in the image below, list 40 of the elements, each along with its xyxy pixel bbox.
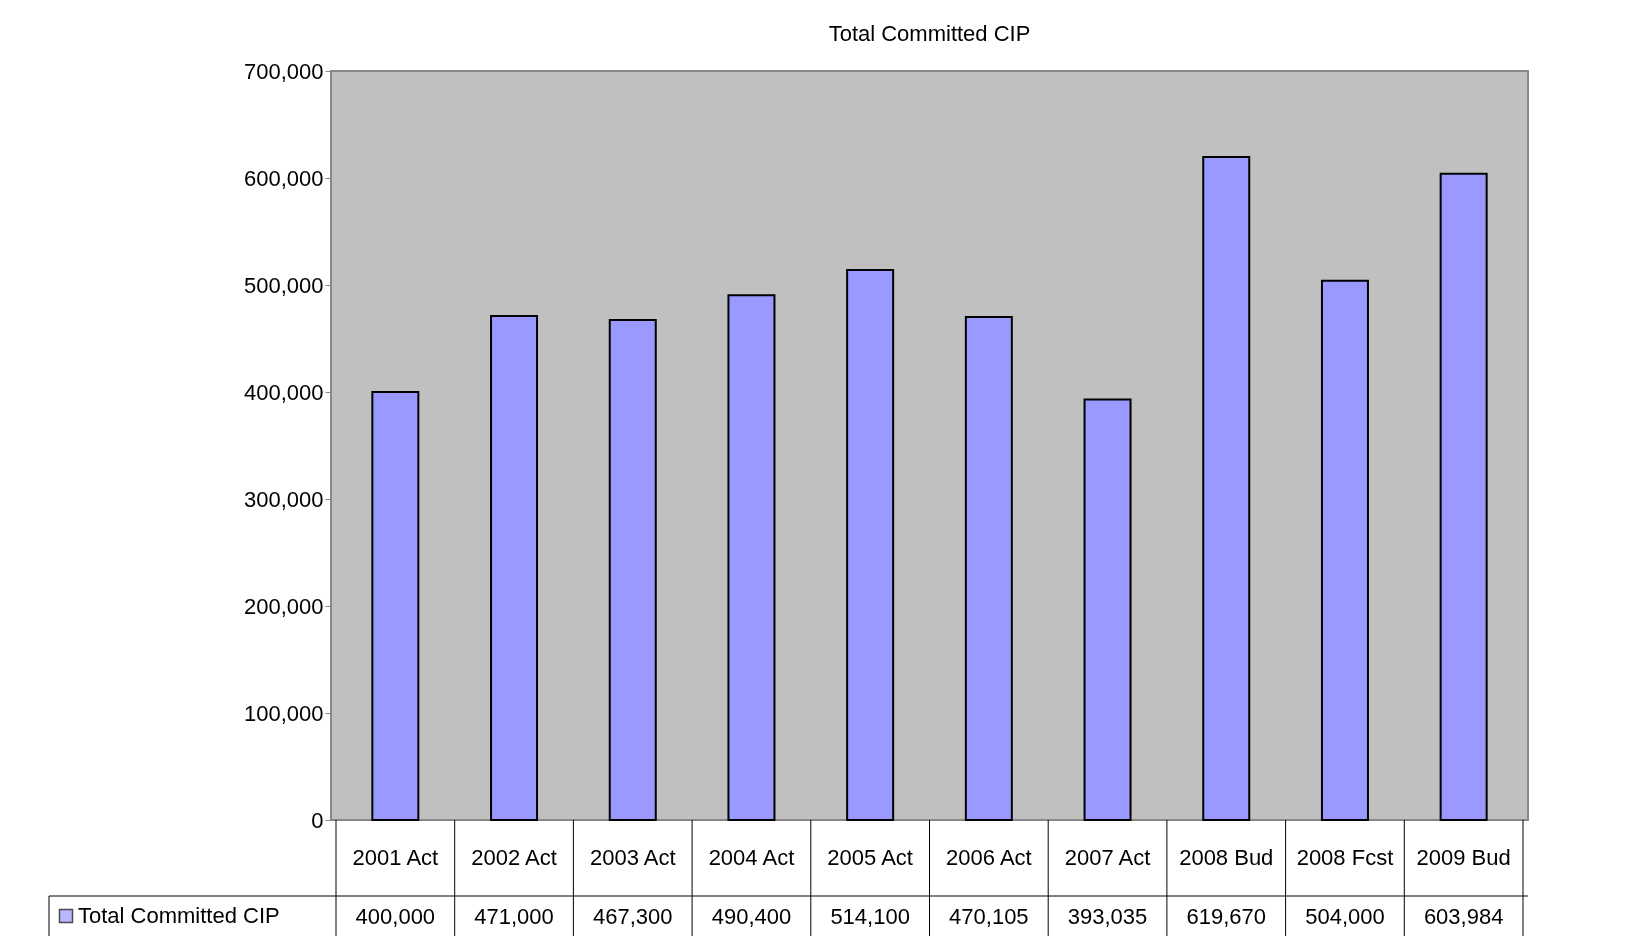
x-tick-label: 2008 Bud bbox=[1179, 845, 1274, 870]
y-tick-label: 200,000 bbox=[243, 593, 324, 619]
bar bbox=[490, 315, 539, 821]
legend-label: Total Committed CIP bbox=[78, 903, 280, 928]
y-tick-label: 400,000 bbox=[243, 379, 324, 405]
bar bbox=[1083, 398, 1132, 821]
data-label: 504,000 bbox=[1305, 904, 1385, 929]
bar bbox=[1320, 279, 1369, 821]
y-tick-label: 600,000 bbox=[243, 165, 324, 191]
bar bbox=[727, 294, 776, 821]
bar bbox=[371, 391, 420, 821]
y-tick-label: 300,000 bbox=[243, 486, 324, 512]
data-label: 619,670 bbox=[1186, 904, 1267, 929]
x-tick-label: 2006 Act bbox=[946, 845, 1032, 870]
x-tick-label: 2004 Act bbox=[708, 845, 795, 870]
x-tick-label: 2002 Act bbox=[471, 845, 557, 870]
y-tick-label: 500,000 bbox=[243, 272, 324, 298]
data-label: 467,300 bbox=[592, 904, 673, 929]
x-tick-label: 2009 Bud bbox=[1416, 845, 1511, 870]
data-label: 490,400 bbox=[711, 904, 792, 929]
bar bbox=[964, 315, 1013, 821]
bar bbox=[1439, 172, 1488, 821]
x-tick-label: 2008 Fcst bbox=[1296, 845, 1394, 870]
bar bbox=[608, 318, 657, 821]
x-tick-label: 2005 Act bbox=[827, 845, 913, 870]
data-label: 393,035 bbox=[1067, 904, 1148, 929]
data-label: 400,000 bbox=[355, 904, 436, 929]
y-tick-label: 0 bbox=[311, 807, 324, 833]
bar bbox=[1202, 155, 1251, 821]
y-tick-label: 700,000 bbox=[243, 58, 324, 84]
x-tick-label: 2007 Act bbox=[1064, 845, 1151, 870]
data-label: 471,000 bbox=[474, 904, 554, 929]
data-label: 470,105 bbox=[949, 904, 1029, 929]
y-tick-label: 100,000 bbox=[243, 700, 324, 726]
x-tick-label: 2001 Act bbox=[352, 845, 439, 870]
x-tick-label: 2003 Act bbox=[589, 845, 676, 870]
bar bbox=[846, 268, 895, 821]
data-label: 603,984 bbox=[1423, 904, 1504, 929]
data-label: 514,100 bbox=[830, 904, 910, 929]
chart-title: Total Committed CIP bbox=[828, 21, 1031, 46]
